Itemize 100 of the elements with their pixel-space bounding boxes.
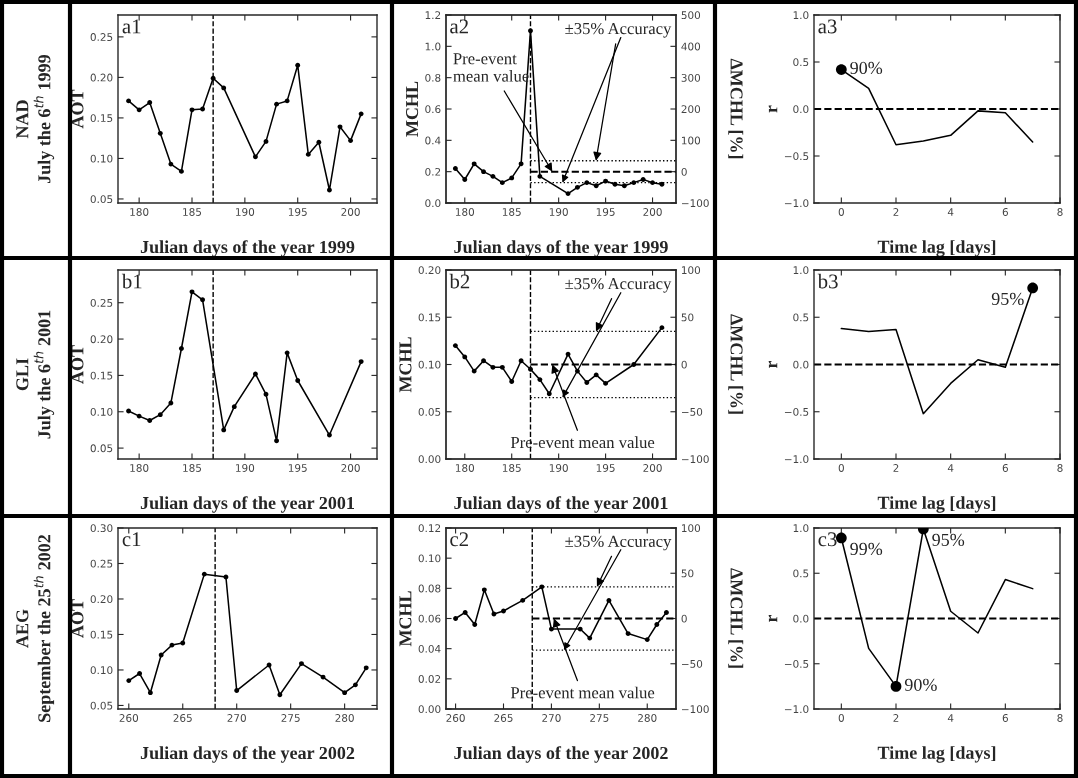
ref-line-label: ±35% Accuracy xyxy=(565,22,672,38)
point xyxy=(253,154,258,160)
ref-line-label: Pre-event mean value xyxy=(510,436,655,449)
y2-axis-title: ΔMCHL [%] xyxy=(728,58,744,159)
x-tick-label: 8 xyxy=(1057,208,1063,216)
ref-line-label: ±35% Accuracy xyxy=(565,535,672,551)
point xyxy=(453,616,459,621)
point xyxy=(575,184,580,190)
text: NAD July the 6$^{th}$ 1999 xyxy=(16,54,55,184)
x-axis-title: Julian days of the year 1999 xyxy=(454,240,668,257)
point xyxy=(126,678,132,684)
y-axis-title: r xyxy=(768,105,778,113)
x-tick-label: 6 xyxy=(1002,714,1008,722)
x-tick-label: 200 xyxy=(643,464,662,472)
x-tick-label: 4 xyxy=(947,208,954,216)
y-tick-label: 0.5 xyxy=(793,569,809,578)
annotation: b3 xyxy=(817,273,838,289)
point xyxy=(305,151,311,157)
x-tick-label: 185 xyxy=(183,464,202,472)
point xyxy=(157,412,163,418)
point xyxy=(274,438,279,444)
y2-tick-label: 50 xyxy=(681,313,694,322)
x-tick-label: 195 xyxy=(596,464,615,472)
point xyxy=(147,100,153,105)
y-tick-label: 0.20 xyxy=(418,266,441,275)
point xyxy=(299,661,304,666)
y-tick-label: −1.0 xyxy=(784,455,809,464)
y-tick-label: 0.10 xyxy=(418,554,441,563)
y2-tick-label: −50 xyxy=(681,407,703,416)
y2-tick-label: 500 xyxy=(681,11,701,20)
x-tick-label: 265 xyxy=(494,714,513,722)
point xyxy=(650,180,655,186)
point xyxy=(481,587,487,593)
y2-tick-label: −100 xyxy=(681,199,709,208)
point xyxy=(274,101,279,107)
point xyxy=(221,85,227,91)
y-tick-label: −0.5 xyxy=(784,152,809,161)
point xyxy=(179,168,184,174)
point xyxy=(644,637,650,643)
x-tick-label: 190 xyxy=(549,464,568,472)
y-tick-label: 0.4 xyxy=(425,136,441,145)
y-tick-label: 0.06 xyxy=(418,614,441,623)
point xyxy=(509,175,515,181)
x-tick-label: 190 xyxy=(236,208,255,216)
x-axis-title: Julian days of the year 1999 xyxy=(140,240,355,257)
point xyxy=(295,378,301,383)
y-tick-label: 0.20 xyxy=(90,335,113,344)
x-axis-title: Julian days of the year 2002 xyxy=(454,746,668,763)
y2-tick-label: 100 xyxy=(682,136,701,145)
y-tick-label: 0.20 xyxy=(90,73,113,82)
x-tick-label: 270 xyxy=(542,714,561,722)
y-tick-label: 0.25 xyxy=(90,33,113,41)
point xyxy=(136,107,142,113)
y-tick-label: 0.6 xyxy=(425,105,441,114)
y-tick-label: 0.10 xyxy=(90,407,113,416)
y-tick-label: 1.0 xyxy=(793,11,809,20)
y-tick-label: 0.0 xyxy=(793,360,809,369)
x-tick-label: 200 xyxy=(341,464,360,472)
y-tick-label: −0.5 xyxy=(784,407,809,416)
y2-tick-label: 0 xyxy=(681,360,687,369)
x-tick-label: 2 xyxy=(893,714,899,722)
y2-tick-label: 300 xyxy=(681,73,701,82)
y-tick-label: 0.0 xyxy=(793,614,809,623)
x-tick-label: 8 xyxy=(1057,714,1063,722)
x-tick-label: 190 xyxy=(236,464,255,472)
x-tick-label: 260 xyxy=(119,714,139,722)
annotation: a3 xyxy=(818,19,837,34)
x-axis-title: Julian days of the year 2002 xyxy=(140,746,355,763)
point xyxy=(518,358,524,364)
x-axis-title: Time lag [days] xyxy=(877,746,996,763)
y-tick-label: 0.30 xyxy=(90,524,113,533)
y-tick-label: 0.5 xyxy=(793,313,809,322)
y-tick-label: 0.20 xyxy=(90,595,113,604)
annotation: a1 xyxy=(122,19,141,34)
annotation: 95% xyxy=(991,292,1024,306)
x-tick-label: 265 xyxy=(173,714,192,722)
y-axis-title: MCHL xyxy=(405,81,419,137)
x-axis-title: Time lag [days] xyxy=(877,496,996,513)
y2-tick-label: −100 xyxy=(681,705,709,714)
annotation: 99% xyxy=(850,542,883,556)
point xyxy=(603,380,609,386)
x-tick-label: 2 xyxy=(893,208,899,216)
y2-tick-label: 200 xyxy=(681,105,701,114)
point xyxy=(471,161,477,167)
point xyxy=(147,418,153,423)
y-axis-title: r xyxy=(768,614,778,623)
x-tick-label: 6 xyxy=(1002,464,1008,472)
annotation: b2 xyxy=(449,273,470,289)
x-tick-label: 275 xyxy=(281,714,300,722)
point xyxy=(499,364,505,370)
point xyxy=(179,346,184,351)
x-tick-label: 180 xyxy=(455,208,475,216)
x-tick-label: 0 xyxy=(838,208,844,216)
annotation: c1 xyxy=(122,532,141,547)
annotation: 90% xyxy=(850,61,883,75)
y-tick-label: 0.25 xyxy=(90,298,113,307)
annotation: 95% xyxy=(932,533,965,546)
x-tick-label: 8 xyxy=(1057,464,1063,472)
y2-tick-label: 0 xyxy=(681,614,687,623)
text: GLI July the 6$^{th}$ 2001 xyxy=(16,310,55,439)
